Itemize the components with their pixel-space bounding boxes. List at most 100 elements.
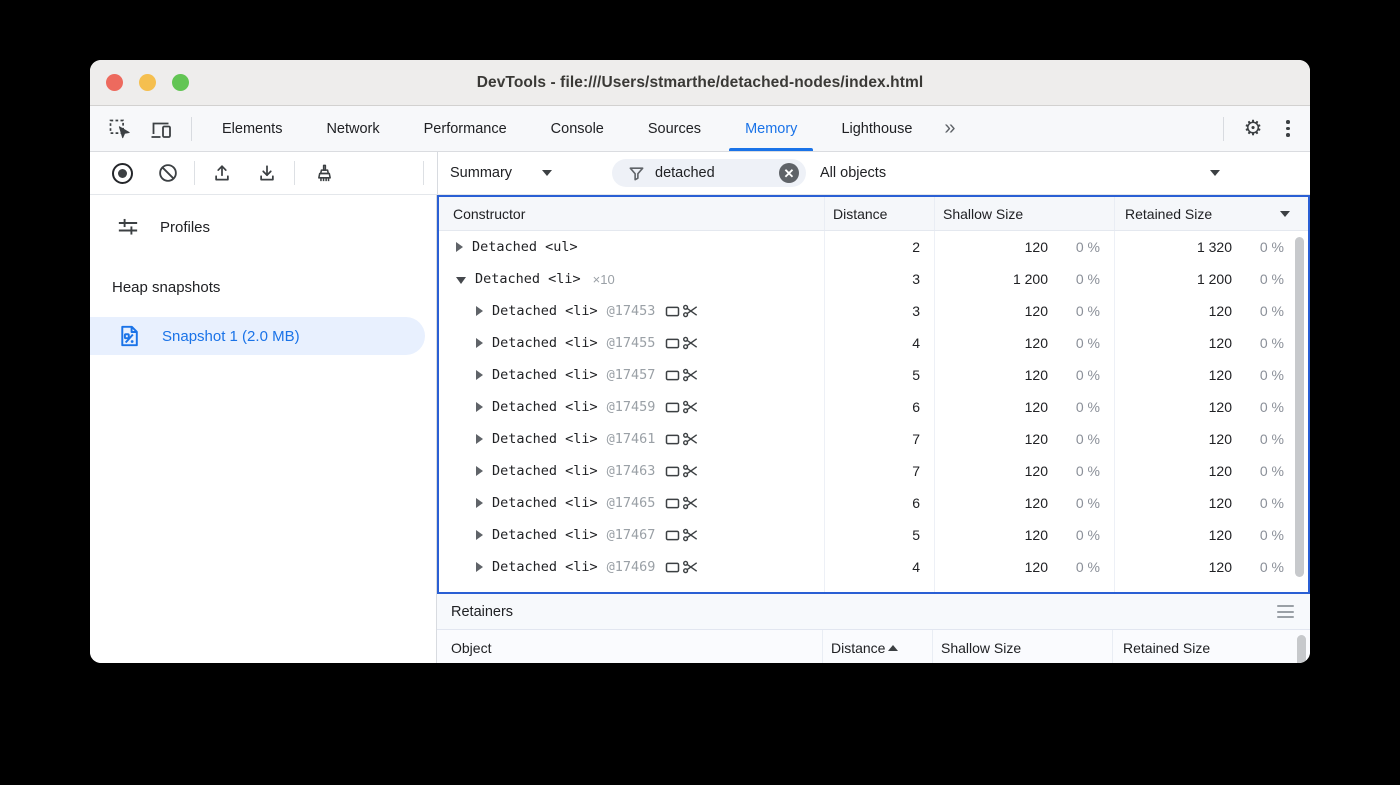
- table-row[interactable]: Detached <li> @17469 4 120 0 % 120 0 %: [439, 551, 1308, 583]
- object-name: Detached <li>: [492, 303, 598, 319]
- table-row[interactable]: Detached <li> ×10 3 1 200 0 % 1 200 0 %: [439, 263, 1308, 295]
- retained-size-cell: 120 0 %: [1114, 391, 1308, 423]
- table-row[interactable]: Detached <li> @17467 5 120 0 % 120 0 %: [439, 519, 1308, 551]
- sidebar-item-profiles[interactable]: Profiles: [90, 207, 436, 247]
- object-name: Detached <ul>: [472, 239, 578, 255]
- column-header-shallow-size[interactable]: Shallow Size: [934, 197, 1114, 230]
- retained-size-cell: 120 0 %: [1114, 327, 1308, 359]
- retainers-column-object[interactable]: Object: [451, 640, 492, 657]
- more-panels-button[interactable]: »: [944, 117, 955, 139]
- table-row[interactable]: Detached <li> @17463 7 120 0 % 120 0 %: [439, 455, 1308, 487]
- retainers-header: Object Distance Shallow Size Retained Si…: [437, 630, 1310, 663]
- column-header-retained-size[interactable]: Retained Size: [1114, 197, 1308, 230]
- distance-cell: 4: [824, 327, 934, 359]
- constructor-cell: Detached <li> @17457: [439, 359, 824, 391]
- expand-twisty-icon[interactable]: [476, 530, 483, 540]
- retainers-column-shallow-size[interactable]: Shallow Size: [932, 630, 1112, 663]
- table-row[interactable]: Detached <li> @17455 4 120 0 % 120 0 %: [439, 327, 1308, 359]
- tab-lighthouse[interactable]: Lighthouse: [841, 120, 913, 137]
- reveal-in-elements-icon[interactable]: [664, 496, 681, 511]
- shallow-size-cell: 120 0 %: [934, 487, 1114, 519]
- expand-twisty-icon[interactable]: [476, 370, 483, 380]
- tab-memory[interactable]: Memory: [723, 106, 819, 151]
- retained-size-cell: [1114, 583, 1308, 593]
- object-scope-select[interactable]: All objects: [820, 152, 1220, 194]
- table-row[interactable]: Detached <li> @17461 7 120 0 % 120 0 %: [439, 423, 1308, 455]
- settings-gear-icon[interactable]: ⚙: [1243, 116, 1263, 140]
- column-header-distance[interactable]: Distance: [824, 197, 934, 230]
- detached-scissors-icon: [682, 367, 699, 383]
- table-row[interactable]: Detached <li> @17459 6 120 0 % 120 0 %: [439, 391, 1308, 423]
- constructor-cell: Detached <li> @17459: [439, 391, 824, 423]
- clear-profiles-icon[interactable]: [156, 161, 180, 185]
- object-name: Detached <li>: [492, 431, 598, 447]
- retainers-scrollbar[interactable]: [1297, 635, 1306, 663]
- perspective-select[interactable]: Summary: [450, 152, 553, 194]
- sidebar-item-snapshot-1[interactable]: Snapshot 1 (2.0 MB): [90, 317, 425, 355]
- object-id: @17461: [606, 431, 656, 447]
- table-row-partial[interactable]: [439, 583, 1308, 593]
- instance-count: ×10: [592, 271, 615, 287]
- record-heap-icon[interactable]: [110, 161, 134, 185]
- grid-body: Detached <ul> 2 120 0 % 1 320 0 % Detached <li…: [439, 231, 1308, 593]
- reveal-in-elements-icon[interactable]: [664, 464, 681, 479]
- reveal-in-elements-icon[interactable]: [664, 528, 681, 543]
- expand-twisty-icon[interactable]: [476, 306, 483, 316]
- table-row[interactable]: Detached <li> @17457 5 120 0 % 120 0 %: [439, 359, 1308, 391]
- reveal-in-elements-icon[interactable]: [664, 336, 681, 351]
- column-header-constructor[interactable]: Constructor: [453, 205, 526, 222]
- reveal-in-elements-icon[interactable]: [664, 400, 681, 415]
- reveal-in-elements-icon[interactable]: [664, 304, 681, 319]
- shallow-size-cell: 120 0 %: [934, 327, 1114, 359]
- load-profile-icon[interactable]: [210, 161, 234, 185]
- reveal-in-elements-icon[interactable]: [664, 368, 681, 383]
- clean-garbage-broom-icon[interactable]: [312, 161, 336, 185]
- distance-cell: 6: [824, 487, 934, 519]
- close-window-button[interactable]: [106, 74, 123, 91]
- heap-snapshots-heading: Heap snapshots: [112, 279, 221, 296]
- zoom-window-button[interactable]: [172, 74, 189, 91]
- expand-twisty-icon[interactable]: [476, 498, 483, 508]
- object-id: @17469: [606, 559, 656, 575]
- object-id: @17457: [606, 367, 656, 383]
- tab-elements[interactable]: Elements: [222, 120, 283, 137]
- detached-scissors-icon: [682, 303, 699, 319]
- expand-twisty-icon[interactable]: [456, 242, 463, 252]
- distance-cell: 6: [824, 391, 934, 423]
- tab-network[interactable]: Network: [326, 120, 380, 137]
- panel-tabs: Elements Network Performance Console Sources…: [200, 106, 934, 151]
- expand-twisty-icon[interactable]: [476, 434, 483, 444]
- tab-performance[interactable]: Performance: [423, 120, 507, 137]
- expand-twisty-icon[interactable]: [476, 466, 483, 476]
- tab-console[interactable]: Console: [550, 120, 604, 137]
- shallow-size-cell: 120 0 %: [934, 519, 1114, 551]
- more-options-icon[interactable]: [1286, 120, 1290, 137]
- table-row[interactable]: Detached <ul> 2 120 0 % 1 320 0 %: [439, 231, 1308, 263]
- save-profile-icon[interactable]: [255, 161, 279, 185]
- reveal-in-elements-icon[interactable]: [664, 560, 681, 575]
- distance-cell: 3: [824, 295, 934, 327]
- shallow-size-cell: 120 0 %: [934, 455, 1114, 487]
- collapse-twisty-icon[interactable]: [456, 276, 466, 284]
- retainers-menu-icon[interactable]: [1277, 605, 1294, 618]
- table-row[interactable]: Detached <li> @17465 6 120 0 % 120 0 %: [439, 487, 1308, 519]
- filter-value: detached: [655, 165, 715, 181]
- expand-twisty-icon[interactable]: [476, 338, 483, 348]
- grid-scrollbar[interactable]: [1295, 237, 1304, 577]
- clear-filter-icon[interactable]: ✕: [779, 163, 799, 183]
- reveal-in-elements-icon[interactable]: [664, 432, 681, 447]
- device-toolbar-icon[interactable]: [148, 116, 174, 142]
- table-row[interactable]: Detached <li> @17453 3 120 0 % 120 0 %: [439, 295, 1308, 327]
- detached-scissors-icon: [682, 495, 699, 511]
- inspect-element-icon[interactable]: [106, 116, 132, 142]
- retainers-column-distance[interactable]: Distance: [822, 630, 932, 663]
- expand-twisty-icon[interactable]: [476, 562, 483, 572]
- class-filter-input[interactable]: detached ✕: [612, 159, 806, 187]
- constructor-cell: Detached <li> @17463: [439, 455, 824, 487]
- expand-twisty-icon[interactable]: [476, 402, 483, 412]
- minimize-window-button[interactable]: [139, 74, 156, 91]
- tab-sources[interactable]: Sources: [647, 120, 702, 137]
- shallow-size-cell: 1 200 0 %: [934, 263, 1114, 295]
- constructor-cell: Detached <li> ×10: [439, 263, 824, 295]
- retainers-column-retained-size[interactable]: Retained Size: [1112, 630, 1310, 663]
